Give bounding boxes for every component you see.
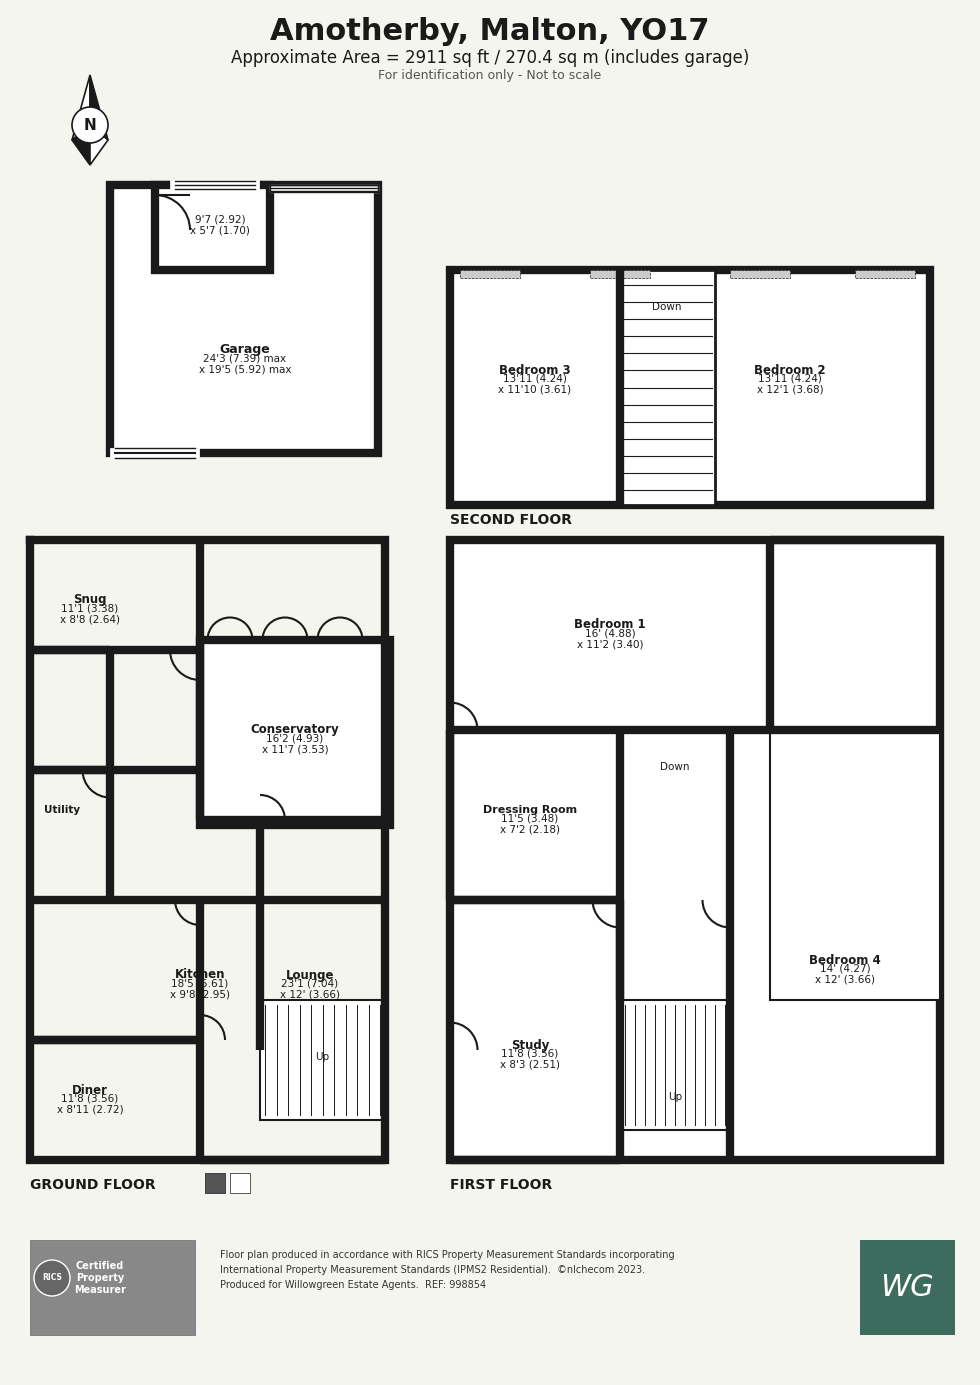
- Text: Bedroom 4: Bedroom 4: [809, 953, 881, 967]
- Polygon shape: [90, 125, 108, 165]
- Bar: [450, 540, 940, 1161]
- Text: 16' (4.88)
x 11'2 (3.40): 16' (4.88) x 11'2 (3.40): [577, 629, 643, 650]
- Bar: [450, 270, 930, 506]
- Text: Utility: Utility: [44, 805, 80, 814]
- Bar: [590, 270, 650, 278]
- Bar: [770, 730, 940, 1000]
- Bar: [260, 1000, 385, 1120]
- Bar: [200, 640, 390, 825]
- Text: Up: Up: [315, 1053, 329, 1062]
- Text: GROUND FLOOR: GROUND FLOOR: [30, 1179, 156, 1192]
- Bar: [230, 1173, 250, 1192]
- Text: 23'1 (7.04)
x 12' (3.66): 23'1 (7.04) x 12' (3.66): [280, 978, 340, 1000]
- Bar: [620, 270, 715, 506]
- Text: Approximate Area = 2911 sq ft / 270.4 sq m (includes garage): Approximate Area = 2911 sq ft / 270.4 sq…: [231, 48, 749, 66]
- Text: 18'5 (5.61)
x 9'8 (2.95): 18'5 (5.61) x 9'8 (2.95): [170, 978, 230, 1000]
- Text: RICS: RICS: [42, 1273, 62, 1283]
- Text: Up: Up: [668, 1091, 682, 1102]
- Text: SECOND FLOOR: SECOND FLOOR: [450, 512, 572, 528]
- Text: For identification only - Not to scale: For identification only - Not to scale: [378, 68, 602, 82]
- Text: 14' (4.27)
x 12' (3.66): 14' (4.27) x 12' (3.66): [815, 963, 875, 985]
- Text: Bedroom 2: Bedroom 2: [755, 363, 826, 377]
- Text: Diner: Diner: [72, 1083, 108, 1097]
- Text: Floor plan produced in accordance with RICS Property Measurement Standards incor: Floor plan produced in accordance with R…: [220, 1251, 674, 1289]
- Bar: [860, 1240, 955, 1335]
- FancyBboxPatch shape: [30, 1240, 195, 1335]
- Text: Amotherby, Malton, YO17: Amotherby, Malton, YO17: [270, 18, 710, 47]
- Text: 9'7 (2.92)
x 5'7 (1.70): 9'7 (2.92) x 5'7 (1.70): [190, 215, 250, 235]
- Circle shape: [72, 107, 108, 143]
- Text: 11'8 (3.56)
x 8'11 (2.72): 11'8 (3.56) x 8'11 (2.72): [57, 1093, 123, 1115]
- Bar: [205, 1173, 225, 1192]
- Text: 24'3 (7.39) max
x 19'5 (5.92) max: 24'3 (7.39) max x 19'5 (5.92) max: [199, 353, 291, 375]
- Text: Conservatory: Conservatory: [251, 723, 339, 737]
- Text: WG: WG: [880, 1273, 934, 1302]
- Bar: [460, 270, 520, 278]
- Bar: [855, 270, 915, 278]
- Text: Study: Study: [511, 1039, 549, 1051]
- Polygon shape: [72, 75, 90, 140]
- Polygon shape: [72, 125, 90, 165]
- Text: 13'11 (4.24)
x 12'1 (3.68): 13'11 (4.24) x 12'1 (3.68): [757, 373, 823, 395]
- Polygon shape: [90, 75, 108, 140]
- Text: 11'8 (3.56)
x 8'3 (2.51): 11'8 (3.56) x 8'3 (2.51): [500, 1048, 560, 1069]
- Text: Dressing Room: Dressing Room: [483, 805, 577, 814]
- Text: 11'1 (3.38)
x 8'8 (2.64): 11'1 (3.38) x 8'8 (2.64): [60, 604, 120, 625]
- Text: FIRST FLOOR: FIRST FLOOR: [450, 1179, 553, 1192]
- Circle shape: [34, 1260, 70, 1296]
- Text: Bedroom 3: Bedroom 3: [499, 363, 570, 377]
- Bar: [110, 186, 378, 453]
- Text: Garage: Garage: [220, 343, 270, 356]
- Text: Down: Down: [661, 762, 690, 771]
- Text: Snug: Snug: [74, 594, 107, 607]
- Bar: [730, 270, 790, 278]
- Text: Bedroom 1: Bedroom 1: [574, 619, 646, 632]
- Polygon shape: [270, 186, 378, 193]
- Text: Kitchen: Kitchen: [174, 968, 225, 982]
- Text: 16'2 (4.93)
x 11'7 (3.53): 16'2 (4.93) x 11'7 (3.53): [262, 733, 328, 755]
- Text: Down: Down: [653, 302, 682, 312]
- Bar: [620, 1000, 730, 1130]
- Text: N: N: [83, 118, 96, 133]
- Text: Certified
Property
Measurer: Certified Property Measurer: [74, 1262, 126, 1295]
- Bar: [155, 186, 270, 270]
- Text: Lounge: Lounge: [286, 968, 334, 982]
- Text: 11'5 (3.48)
x 7'2 (2.18): 11'5 (3.48) x 7'2 (2.18): [500, 813, 560, 835]
- Text: 13'11 (4.24)
x 11'10 (3.61): 13'11 (4.24) x 11'10 (3.61): [499, 373, 571, 395]
